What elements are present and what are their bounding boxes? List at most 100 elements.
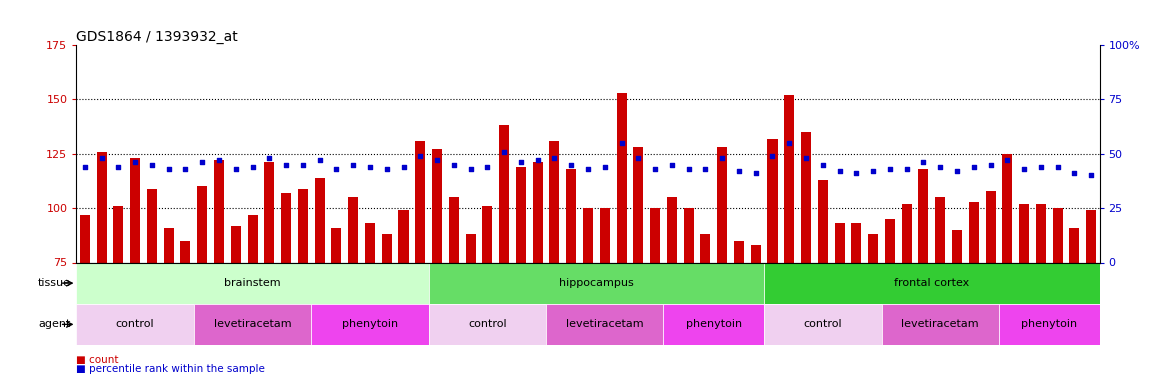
Text: frontal cortex: frontal cortex (894, 278, 969, 288)
Point (1048, 164, 1067, 170)
Point (159, 166, 178, 172)
Point (680, 166, 699, 172)
Bar (131, 158, 140, 375)
Point (1015, 166, 1034, 172)
Point (260, 155, 279, 161)
Point (243, 164, 262, 170)
Bar (768, 138, 777, 375)
Bar (951, 230, 962, 375)
Point (209, 157, 228, 163)
Point (579, 166, 597, 172)
Text: levetiracetam: levetiracetam (566, 320, 643, 329)
Point (863, 168, 882, 174)
Point (226, 166, 245, 172)
Bar (764, 262, 1100, 304)
Bar (985, 191, 996, 375)
Point (830, 168, 849, 174)
Point (814, 162, 833, 168)
Point (931, 164, 950, 170)
Bar (969, 202, 978, 375)
Point (377, 166, 396, 172)
Point (343, 162, 362, 168)
Point (294, 162, 313, 168)
Bar (365, 224, 375, 375)
Text: phenytoin: phenytoin (1021, 320, 1077, 329)
Bar (701, 234, 710, 375)
Point (881, 166, 900, 172)
Bar (634, 147, 643, 375)
Bar (902, 204, 911, 375)
Bar (667, 197, 677, 375)
Point (1031, 164, 1050, 170)
Bar (96, 152, 107, 375)
Bar (382, 234, 392, 375)
Point (914, 159, 933, 165)
Bar (482, 206, 493, 375)
Bar (194, 304, 312, 345)
Bar (683, 208, 694, 375)
Bar (265, 162, 274, 375)
Point (562, 162, 581, 168)
Bar (600, 208, 610, 375)
Point (646, 166, 664, 172)
Bar (784, 95, 794, 375)
Point (361, 164, 380, 170)
Bar (801, 132, 811, 375)
Bar (663, 304, 764, 345)
Point (477, 164, 496, 170)
Point (897, 166, 916, 172)
Text: GDS1864 / 1393932_at: GDS1864 / 1393932_at (76, 30, 239, 44)
Text: levetiracetam: levetiracetam (214, 320, 292, 329)
Point (544, 155, 563, 161)
Bar (882, 304, 998, 345)
Bar (616, 93, 627, 375)
Bar (499, 126, 509, 375)
Bar (750, 245, 761, 375)
Point (629, 155, 648, 161)
Bar (764, 304, 882, 345)
Bar (449, 197, 459, 375)
Bar (835, 224, 844, 375)
Bar (868, 234, 878, 375)
Text: hippocampus: hippocampus (559, 278, 634, 288)
Point (729, 168, 748, 174)
Point (512, 159, 530, 165)
Bar (549, 141, 560, 375)
Point (75, 164, 94, 170)
Bar (650, 208, 660, 375)
Bar (163, 228, 174, 375)
Point (662, 162, 681, 168)
Point (696, 166, 715, 172)
Point (109, 164, 128, 170)
Bar (998, 304, 1100, 345)
Point (964, 164, 983, 170)
Bar (717, 147, 727, 375)
Point (747, 170, 766, 176)
Point (176, 166, 195, 172)
Point (998, 157, 1017, 163)
Point (613, 140, 632, 146)
Text: ■ count: ■ count (76, 355, 119, 365)
Bar (247, 214, 258, 375)
Point (193, 159, 212, 165)
Bar (76, 262, 429, 304)
Point (461, 166, 480, 172)
Bar (935, 197, 946, 375)
Point (763, 153, 782, 159)
Text: brainstem: brainstem (225, 278, 281, 288)
Text: levetiracetam: levetiracetam (902, 320, 980, 329)
Text: control: control (115, 320, 154, 329)
Point (981, 162, 1000, 168)
Point (495, 148, 514, 154)
Bar (1053, 208, 1063, 375)
Bar (1020, 204, 1029, 375)
Bar (1069, 228, 1080, 375)
Bar (546, 304, 663, 345)
Bar (851, 224, 861, 375)
Bar (332, 228, 341, 375)
Bar (180, 241, 191, 375)
Bar (281, 193, 292, 375)
Bar (147, 189, 156, 375)
Bar (516, 167, 526, 375)
Bar (918, 169, 929, 375)
